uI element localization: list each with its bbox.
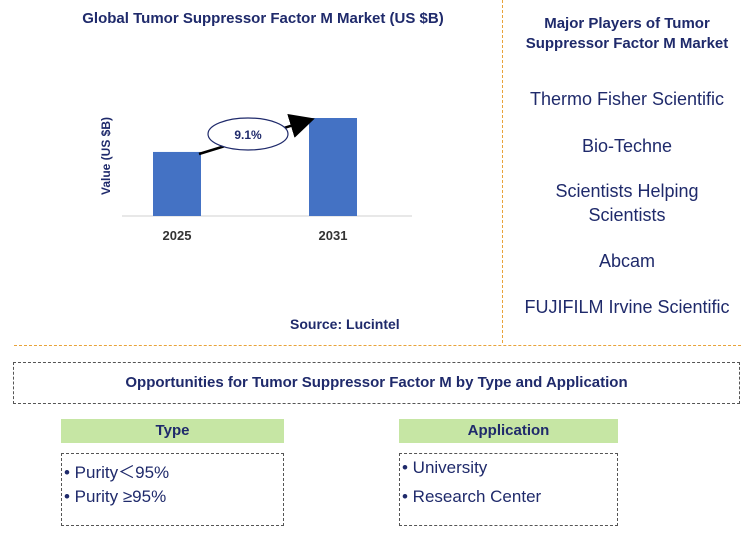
chart-title: Global Tumor Suppressor Factor M Market … — [82, 10, 444, 27]
player-name: Bio-Techne — [581, 136, 673, 156]
bars-group — [153, 118, 357, 216]
bar-2031 — [309, 118, 357, 216]
application-item: • University — [402, 458, 488, 477]
y-axis-label: Value (US $B) — [99, 117, 113, 195]
application-list-box: • University • Research Center — [399, 453, 618, 526]
bar-2025 — [153, 151, 201, 216]
player-name: FUJIFILM Irvine Scientific — [524, 297, 730, 317]
player-name: Abcam — [598, 251, 656, 271]
horizontal-divider — [14, 345, 741, 346]
player-abcam: Abcam — [505, 249, 749, 273]
player-thermo-fisher: Thermo Fisher Scientific — [505, 87, 749, 111]
players-heading: Major Players of Tumor Suppressor Factor… — [505, 14, 749, 54]
bar-chart: Value (US $B) 2025 2031 9.1% — [99, 113, 412, 243]
type-list-box: • Purity＜95% • Purity ≥95% — [61, 453, 284, 526]
x-tick-label: 2031 — [319, 228, 348, 243]
cagr-label: 9.1% — [234, 128, 262, 142]
players-heading-line1: Major Players of Tumor — [544, 15, 710, 32]
application-header: Application — [399, 419, 618, 443]
player-bio-techne: Bio-Techne — [505, 134, 749, 158]
type-header: Type — [61, 419, 284, 443]
player-scientists-helping-scientists: Scientists Helping Scientists — [505, 179, 749, 227]
type-item: • Purity ≥95% — [64, 487, 167, 506]
source-note: Source: Lucintel — [290, 316, 400, 332]
x-tick-label: 2025 — [163, 228, 192, 243]
players-heading-line2: Suppressor Factor M Market — [525, 35, 729, 52]
opportunities-title: Opportunities for Tumor Suppressor Facto… — [125, 374, 628, 391]
x-ticks-group: 2025 2031 — [163, 228, 348, 243]
player-name: Thermo Fisher Scientific — [529, 89, 725, 109]
application-item: • Research Center — [402, 487, 542, 506]
cagr-ellipse — [207, 117, 289, 151]
player-name-line2: Scientists — [588, 205, 666, 225]
player-name-line1: Scientists Helping — [555, 181, 699, 201]
player-fujifilm: FUJIFILM Irvine Scientific — [505, 295, 749, 319]
opportunities-box — [13, 362, 740, 404]
type-item: • Purity＜95% — [64, 463, 170, 482]
vertical-divider — [502, 0, 503, 343]
